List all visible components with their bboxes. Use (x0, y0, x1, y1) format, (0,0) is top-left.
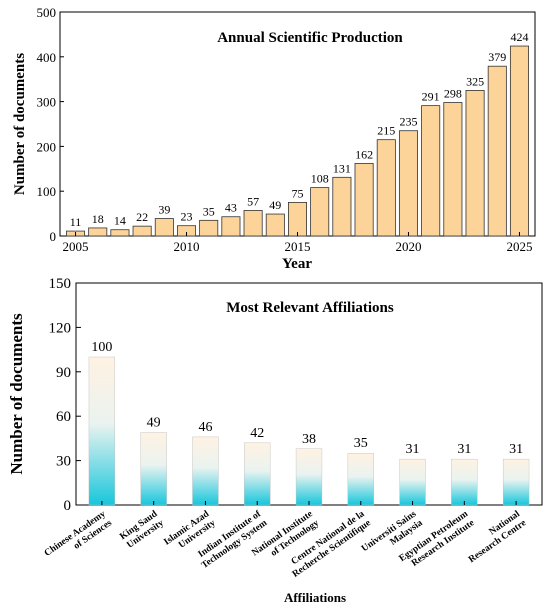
top-bar-label-2020: 235 (399, 115, 417, 129)
top-bar-label-2018: 162 (355, 147, 373, 161)
top-y-tick-400: 400 (37, 50, 57, 65)
top-bar-2012 (221, 216, 241, 237)
top-bar-2025 (509, 45, 529, 237)
top-x-tick-2015: 2015 (285, 239, 311, 254)
bottom-x-axis-label: Affiliations (284, 590, 346, 605)
top-bar-label-2011: 35 (203, 204, 215, 218)
top-bar-2011 (199, 219, 219, 237)
affiliation-bar-8 (451, 458, 478, 506)
affiliation-bar-4 (244, 442, 271, 506)
top-bar-2017 (332, 176, 352, 237)
top-y-tick-500: 500 (37, 5, 57, 20)
top-bar-label-2007: 14 (114, 214, 126, 228)
top-bar-label-2013: 57 (247, 194, 259, 208)
top-bar-2016 (310, 187, 330, 237)
top-bar-2007 (110, 229, 130, 237)
top-bar-2021 (421, 105, 441, 237)
affiliation-bar-6 (347, 453, 374, 506)
bottom-y-tick-0: 0 (64, 498, 72, 514)
top-x-tick-2005: 2005 (63, 239, 89, 254)
top-chart-title: Annual Scientific Production (217, 30, 403, 46)
top-bar-label-2017: 131 (333, 161, 351, 175)
affiliation-tick-label-9: NationalResearch Centre (461, 509, 529, 565)
top-bar-2020 (398, 130, 418, 237)
affiliations-chart: Most Relevant Affiliations Affiliations … (7, 276, 543, 605)
top-bar-label-2023: 325 (466, 74, 484, 88)
top-bar-2015 (287, 201, 308, 237)
annual-production-chart: Annual Scientific Production Year Number… (12, 5, 536, 272)
affiliation-tick-label-1: Chinese Academyof Sciences (43, 509, 114, 568)
affiliation-bar-label-9: 31 (509, 442, 523, 457)
affiliation-tick-label-2: King SaudUniversity (118, 509, 166, 551)
affiliation-bar-label-1: 100 (91, 340, 112, 355)
top-x-tick-2025: 2025 (506, 239, 532, 254)
top-y-tick-0: 0 (50, 229, 57, 244)
top-bar-2009 (154, 218, 174, 237)
top-bar-2018 (354, 163, 374, 237)
top-bar-label-2021: 291 (422, 90, 440, 104)
bottom-y-tick-60: 60 (56, 409, 71, 425)
top-bar-2022 (443, 102, 463, 237)
top-bar-2019 (376, 139, 396, 237)
top-bar-label-2019: 215 (377, 124, 395, 138)
bottom-chart-title: Most Relevant Affiliations (226, 300, 394, 316)
top-bar-label-2016: 108 (311, 172, 329, 186)
affiliation-bar-3 (192, 436, 219, 506)
top-bar-label-2005: 11 (70, 215, 82, 229)
affiliation-bar-label-3: 46 (198, 420, 212, 435)
top-bar-label-2022: 298 (444, 86, 462, 100)
top-x-tick-2010: 2010 (174, 239, 200, 254)
top-y-tick-200: 200 (37, 139, 57, 154)
bottom-y-tick-90: 90 (56, 365, 71, 381)
top-bar-2008 (132, 225, 152, 237)
top-y-axis-label: Number of documents (12, 53, 28, 195)
top-bar-label-2006: 18 (92, 212, 104, 226)
affiliation-bar-label-6: 35 (354, 436, 368, 451)
top-bar-2006 (88, 227, 108, 237)
top-bar-2013 (243, 210, 263, 237)
top-bar-label-2024: 379 (488, 50, 506, 64)
top-bar-label-2015: 75 (292, 186, 304, 200)
affiliation-bar-9 (502, 458, 530, 506)
top-bar-2023 (465, 90, 485, 237)
affiliation-bar-7 (399, 458, 426, 506)
affiliation-bar-label-5: 38 (302, 432, 316, 447)
affiliation-bar-label-2: 49 (147, 415, 161, 430)
top-bar-2014 (265, 213, 285, 237)
top-x-axis-label: Year (282, 256, 312, 272)
top-bar-label-2014: 49 (269, 198, 281, 212)
affiliation-bar-5 (295, 448, 323, 506)
top-x-tick-2020: 2020 (395, 239, 421, 254)
bottom-y-tick-30: 30 (56, 454, 71, 470)
affiliation-bar-label-7: 31 (406, 442, 420, 457)
bottom-y-tick-150: 150 (49, 276, 72, 292)
top-y-tick-100: 100 (37, 184, 57, 199)
affiliation-bar-label-4: 42 (250, 426, 264, 441)
bottom-y-axis-label: Number of documents (7, 313, 26, 475)
top-bar-label-2010: 23 (181, 210, 193, 224)
top-bar-label-2008: 22 (136, 210, 148, 224)
affiliation-bar-label-8: 31 (457, 442, 471, 457)
bottom-y-tick-120: 120 (49, 320, 72, 336)
top-bar-label-2025: 424 (510, 30, 528, 44)
top-y-tick-300: 300 (37, 95, 57, 110)
affiliation-bar-1 (88, 356, 116, 506)
top-bar-2024 (487, 65, 507, 237)
affiliation-bar-2 (140, 432, 167, 506)
top-bar-label-2012: 43 (225, 201, 237, 215)
top-bar-label-2009: 39 (158, 203, 170, 217)
